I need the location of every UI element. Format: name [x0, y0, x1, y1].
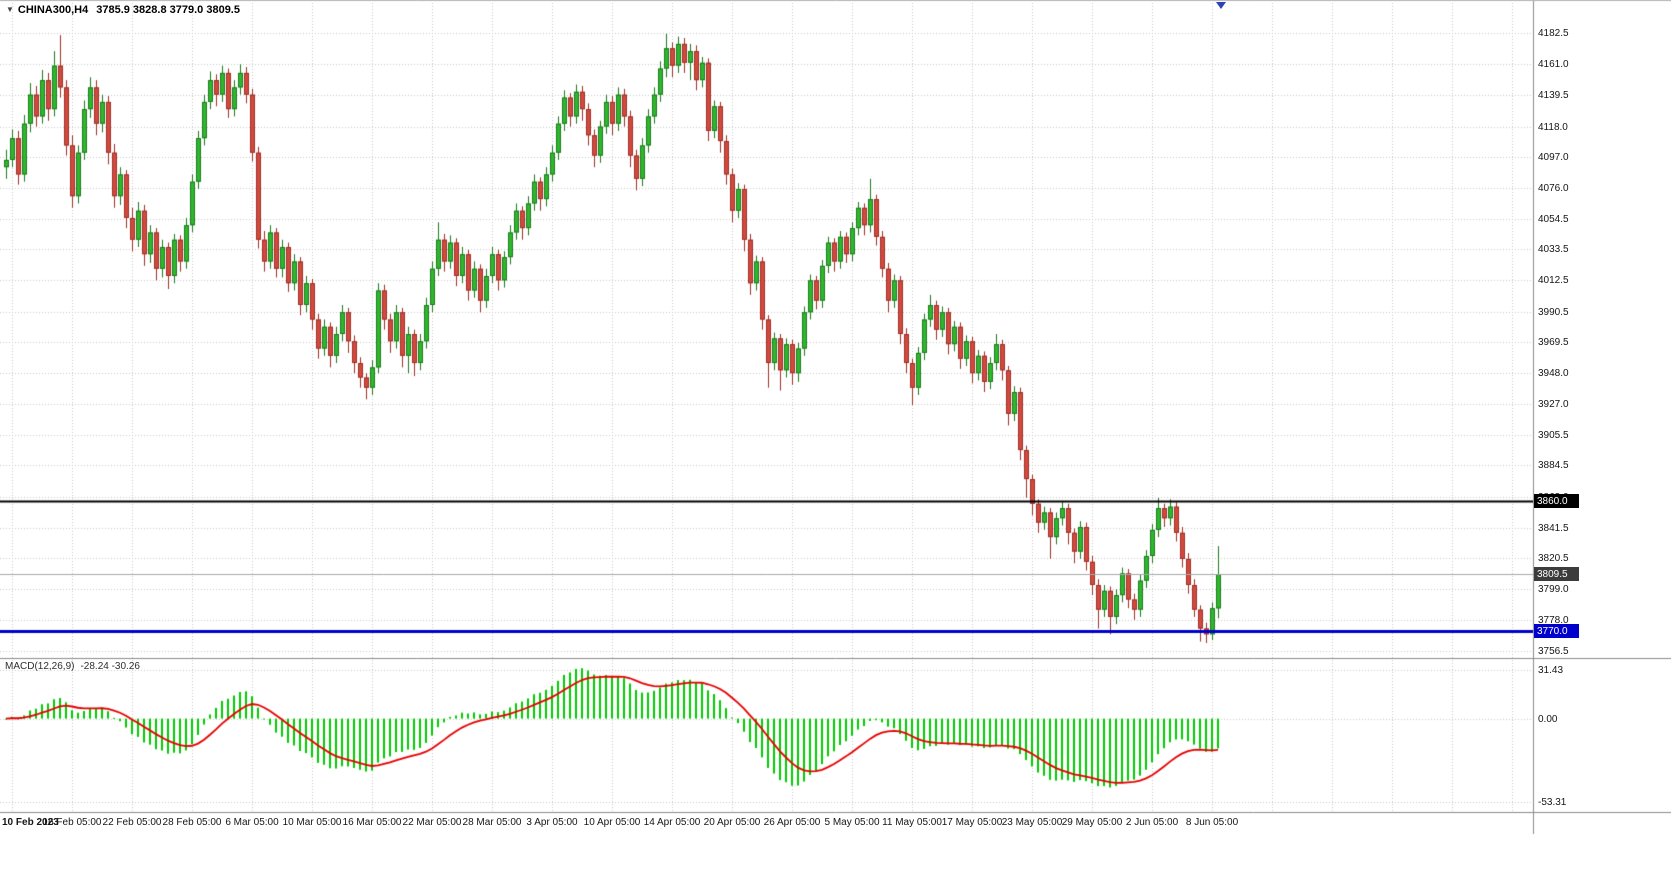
time-axis-label: 6 Mar 05:00: [225, 817, 279, 828]
time-axis-label: 16 Feb 05:00: [42, 817, 102, 828]
time-axis-label: 10 Mar 05:00: [282, 817, 342, 828]
price-axis-label: 3927.0: [1538, 398, 1569, 410]
price-axis-label: 4012.5: [1538, 274, 1569, 286]
price-axis-label: 3756.5: [1538, 646, 1569, 657]
hline-price-tag: 3860.0: [1534, 493, 1579, 508]
time-axis-label: 28 Mar 05:00: [462, 817, 522, 828]
price-axis-label: 3969.5: [1538, 337, 1569, 348]
symbol-quote-overlay: ▼ CHINA300,H4 3785.9 3828.8 3779.0 3809.5: [6, 4, 240, 16]
price-axis-label: 3884.5: [1538, 460, 1569, 472]
price-axis-label: 3799.0: [1538, 584, 1569, 596]
macd-name: MACD(12,26,9): [5, 661, 75, 672]
hline-price-tag: 3770.0: [1534, 624, 1579, 639]
time-axis-label: 2 Jun 05:00: [1125, 817, 1179, 828]
time-axis-label: 16 Mar 05:00: [342, 817, 402, 828]
time-axis-label: 29 May 05:00: [1061, 817, 1123, 828]
symbol-timeframe-label: CHINA300,H4: [17, 4, 89, 16]
price-axis-label: 3778.0: [1538, 614, 1569, 626]
price-axis-label: 4076.0: [1538, 182, 1569, 194]
time-axis-label: 28 Feb 05:00: [162, 817, 222, 828]
time-axis-label: 20 Apr 05:00: [703, 817, 761, 828]
time-axis-label: 17 May 05:00: [941, 817, 1003, 828]
price-axis-label: 4118.0: [1538, 121, 1568, 133]
macd-indicator-label: MACD(12,26,9) -28.24 -30.26: [5, 661, 140, 672]
price-axis-label: 3820.5: [1538, 553, 1569, 565]
price-axis-label: 4182.5: [1538, 28, 1569, 39]
macd-axis-label: -53.31: [1538, 796, 1567, 808]
time-axis-label: 22 Feb 05:00: [102, 817, 162, 828]
bid-price-tag: 3809.5: [1534, 567, 1579, 582]
time-axis-label: 10 Apr 05:00: [583, 817, 641, 828]
price-axis-label: 3990.5: [1538, 306, 1569, 318]
macd-values: -28.24 -30.26: [80, 661, 140, 672]
time-axis-label: 11 May 05:00: [882, 817, 942, 828]
time-axis-label: 26 Apr 05:00: [763, 817, 821, 828]
time-axis-label: 14 Apr 05:00: [643, 817, 701, 828]
chart-shift-marker-icon[interactable]: [1216, 2, 1226, 9]
price-axis-label: 3948.0: [1538, 368, 1569, 380]
time-axis-label: 23 May 05:00: [1001, 817, 1063, 828]
symbol-dropdown-icon[interactable]: ▼: [6, 5, 14, 14]
macd-axis-label: 0.00: [1538, 713, 1558, 725]
price-axis-label: 4033.5: [1538, 244, 1569, 256]
price-axis-label: 4139.5: [1538, 90, 1569, 102]
time-axis-label: 10 Feb 2023: [2, 817, 59, 828]
time-axis-label: 22 Mar 05:00: [402, 817, 462, 828]
macd-axis-label: 31.43: [1538, 664, 1564, 676]
time-axis-label: 3 Apr 05:00: [526, 817, 578, 828]
ohlc-quote: 3785.9 3828.8 3779.0 3809.5: [96, 4, 240, 16]
price-axis-label: 4054.5: [1538, 213, 1569, 225]
time-axis-label: 8 Jun 05:00: [1185, 817, 1239, 828]
price-axis-label: 3905.5: [1538, 429, 1569, 441]
price-axis-label: 3841.5: [1538, 522, 1569, 534]
time-axis-label: 5 May 05:00: [824, 817, 880, 828]
price-axis-label: 4097.0: [1538, 152, 1569, 164]
price-axis-label: 4161.0: [1538, 59, 1569, 71]
